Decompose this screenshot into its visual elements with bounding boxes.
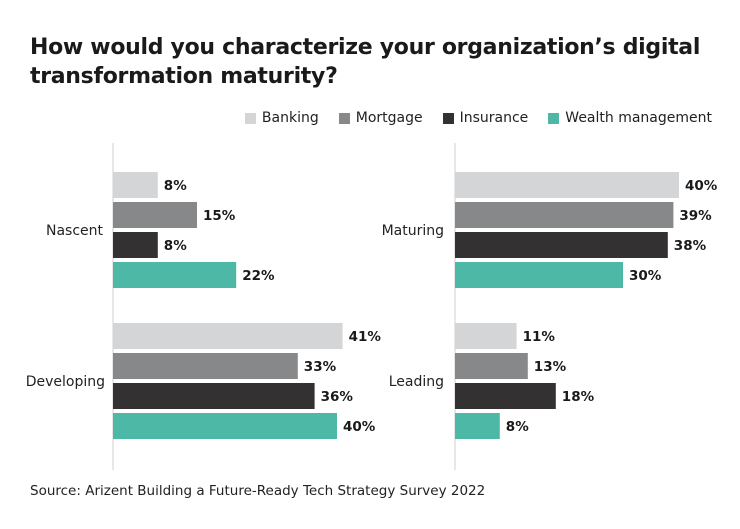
data-label-leading-wealth-management: 8% <box>506 419 529 435</box>
data-label-developing-banking: 41% <box>349 329 382 345</box>
data-label-nascent-mortgage: 15% <box>203 208 236 224</box>
category-label-leading: Leading <box>389 374 444 390</box>
bar-leading-wealth-management <box>455 413 500 439</box>
legend-swatch-banking <box>244 112 256 124</box>
legend-label-wealth-management: Wealth management <box>565 110 712 126</box>
legend-swatch-mortgage <box>338 112 350 124</box>
bar-maturing-mortgage <box>455 202 674 228</box>
bar-maturing-banking <box>455 172 679 198</box>
bar-nascent-banking <box>113 172 158 198</box>
data-label-developing-wealth-management: 40% <box>343 419 376 435</box>
bar-developing-mortgage <box>113 353 298 379</box>
data-label-maturing-insurance: 38% <box>674 238 707 254</box>
category-label-nascent: Nascent <box>46 223 104 239</box>
bar-nascent-mortgage <box>113 202 197 228</box>
legend: Banking Mortgage Insurance Wealth manage… <box>244 110 712 126</box>
bar-nascent-wealth-management <box>113 262 237 288</box>
data-label-nascent-banking: 8% <box>164 178 187 194</box>
data-label-maturing-mortgage: 39% <box>679 208 712 224</box>
legend-item-mortgage: Mortgage <box>338 110 423 126</box>
bar-leading-mortgage <box>455 353 528 379</box>
chart-title: How would you characterize your organiza… <box>30 35 701 89</box>
legend-swatch-wealth-management <box>548 112 560 124</box>
data-label-leading-banking: 11% <box>523 329 556 345</box>
bar-nascent-insurance <box>113 232 158 258</box>
data-label-maturing-wealth-management: 30% <box>629 268 662 284</box>
source-note: Source: Arizent Building a Future-Ready … <box>30 483 486 499</box>
data-label-nascent-insurance: 8% <box>164 238 187 254</box>
bar-developing-wealth-management <box>113 413 337 439</box>
category-label-developing: Developing <box>26 374 105 390</box>
bar-maturing-wealth-management <box>455 262 623 288</box>
data-label-developing-insurance: 36% <box>321 389 354 405</box>
bar-leading-banking <box>455 323 517 349</box>
bar-leading-insurance <box>455 383 556 409</box>
legend-item-banking: Banking <box>244 110 319 126</box>
legend-label-insurance: Insurance <box>459 110 529 126</box>
data-label-maturing-banking: 40% <box>685 178 718 194</box>
bar-developing-banking <box>113 323 343 349</box>
bar-developing-insurance <box>113 383 315 409</box>
legend-label-banking: Banking <box>261 110 319 126</box>
category-label-maturing: Maturing <box>382 223 444 239</box>
legend-item-insurance: Insurance <box>442 110 529 126</box>
data-label-leading-mortgage: 13% <box>534 359 567 375</box>
bar-maturing-insurance <box>455 232 668 258</box>
legend-swatch-insurance <box>442 112 454 124</box>
legend-item-wealth-management: Wealth management <box>548 110 712 126</box>
data-label-leading-insurance: 18% <box>562 389 595 405</box>
data-label-nascent-wealth-management: 22% <box>242 268 275 284</box>
data-label-developing-mortgage: 33% <box>304 359 337 375</box>
legend-label-mortgage: Mortgage <box>355 110 423 126</box>
